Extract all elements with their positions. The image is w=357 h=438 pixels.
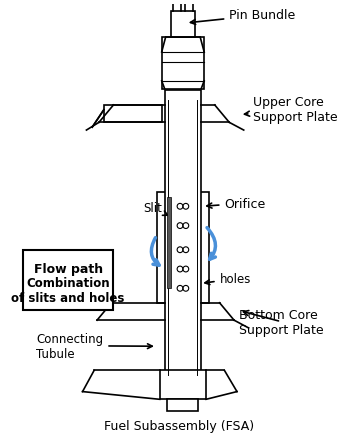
FancyBboxPatch shape — [162, 39, 204, 89]
Text: Pin Bundle: Pin Bundle — [190, 10, 296, 25]
Text: Flow path: Flow path — [34, 263, 103, 276]
Bar — [171, 12, 195, 39]
Bar — [166, 197, 171, 289]
Bar — [157, 192, 209, 303]
Text: Combination
of slits and holes: Combination of slits and holes — [11, 276, 125, 304]
Text: Bottom Core
Support Plate: Bottom Core Support Plate — [239, 308, 323, 336]
Text: Orifice: Orifice — [207, 197, 266, 210]
Text: Connecting
Tubule: Connecting Tubule — [36, 332, 152, 360]
FancyBboxPatch shape — [104, 106, 162, 123]
Bar — [160, 371, 206, 399]
Text: holes: holes — [205, 272, 251, 286]
FancyBboxPatch shape — [23, 250, 114, 310]
Text: Slit: Slit — [143, 202, 168, 216]
Text: Upper Core
Support Plate: Upper Core Support Plate — [245, 96, 338, 124]
Bar — [165, 91, 201, 380]
Bar — [167, 399, 198, 411]
Text: Fuel Subassembly (FSA): Fuel Subassembly (FSA) — [104, 419, 254, 431]
